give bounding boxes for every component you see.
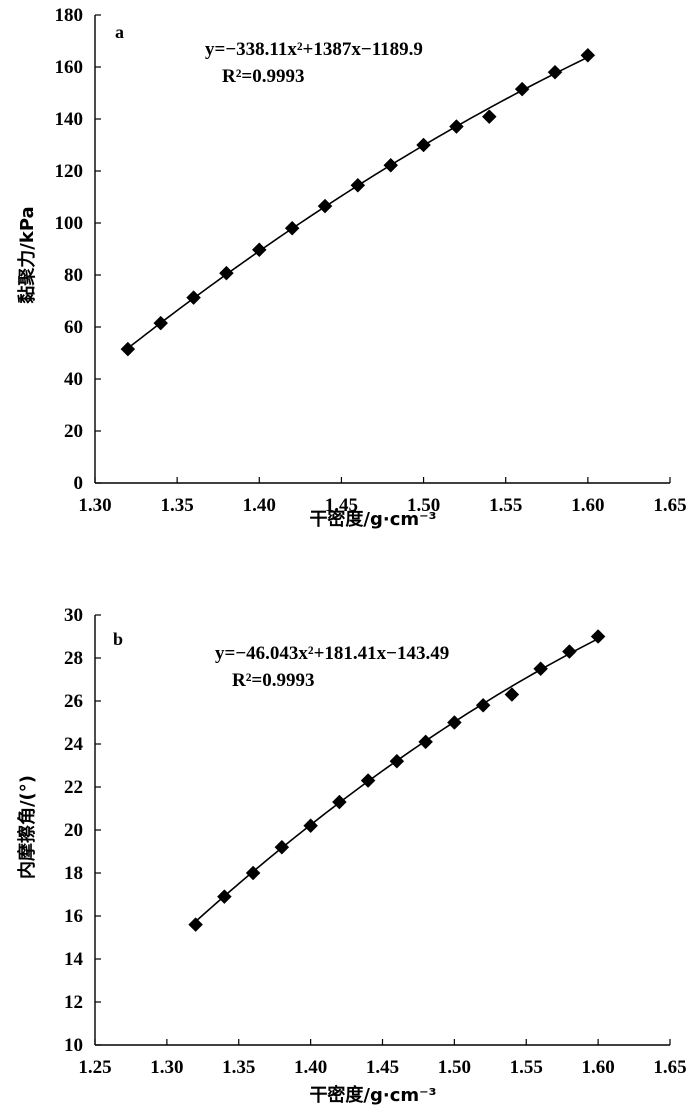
x-tick-label: 1.50: [407, 495, 440, 516]
x-tick-label: 1.25: [78, 1057, 111, 1078]
chart-cohesion: 黏聚力/kPa 干密度/g·cm⁻³ a y=−338.11x²+1387x−1…: [16, 5, 687, 530]
plot-area: 10 12 14 16 18 20 22 24 26 28 30 1.25 1.30 1.35 1.40 1.…: [64, 605, 687, 1078]
y-tick-label: 16: [64, 906, 83, 927]
data-point: [217, 889, 232, 905]
y-tick-label: 180: [55, 5, 84, 26]
data-point: [504, 687, 520, 702]
y-tick-label: 12: [64, 992, 83, 1013]
y-tick-label: 160: [55, 57, 84, 78]
data-point: [360, 773, 376, 788]
chart-friction-angle: 内摩擦角/(°) 干密度/g·cm⁻³ b y=−46.043x²+181.41…: [16, 605, 687, 1106]
data-point: [274, 839, 290, 855]
x-tick-label: 1.50: [438, 1057, 471, 1078]
data-point: [317, 198, 333, 214]
x-axis-title: 干密度/g·cm⁻³: [309, 508, 436, 530]
data-point: [389, 753, 405, 769]
data-point: [251, 242, 267, 258]
y-tick-label: 18: [64, 863, 83, 884]
data-point: [481, 109, 497, 125]
y-tick-label: 26: [64, 691, 83, 712]
x-tick-label: 1.40: [294, 1057, 327, 1078]
data-point: [418, 734, 433, 750]
x-tick-label: 1.55: [510, 1057, 543, 1078]
data-point: [332, 794, 347, 810]
data-point: [514, 81, 530, 97]
data-point: [547, 64, 563, 80]
data-point: [533, 661, 548, 677]
y-tick-label: 0: [74, 473, 84, 494]
x-tick-label: 1.35: [161, 495, 194, 516]
data-point: [350, 177, 366, 193]
y-axis-title: 黏聚力/kPa: [16, 206, 38, 303]
x-tick-label: 1.60: [571, 495, 604, 516]
x-tick-label: 1.35: [222, 1057, 255, 1078]
data-point: [188, 917, 203, 932]
y-axis-title: 内摩擦角/(°): [16, 775, 38, 879]
y-tick-label: 14: [64, 949, 84, 970]
x-tick-label: 1.30: [150, 1057, 183, 1078]
data-point: [245, 865, 261, 881]
data-point: [284, 220, 300, 236]
y-tick-label: 40: [64, 369, 83, 390]
y-tick-label: 60: [64, 317, 83, 338]
x-tick-label: 1.30: [78, 495, 111, 516]
r-squared-label: R²=0.9993: [222, 66, 305, 87]
data-point: [219, 265, 234, 281]
data-point: [303, 818, 318, 834]
panel-label: b: [113, 629, 123, 649]
y-axis-title-group: 黏聚力/kPa: [16, 206, 38, 303]
y-tick-label: 10: [64, 1035, 83, 1056]
data-point: [562, 644, 577, 659]
data-point: [580, 47, 596, 63]
data-point: [447, 715, 462, 730]
data-point: [416, 137, 431, 153]
y-tick-label: 20: [64, 421, 83, 442]
y-tick-label: 120: [55, 161, 84, 182]
y-axis-title-group: 内摩擦角/(°): [16, 775, 38, 879]
y-tick-label: 22: [64, 777, 83, 798]
x-tick-label: 1.40: [243, 495, 276, 516]
x-tick-label: 1.60: [582, 1057, 615, 1078]
y-tick-label: 30: [64, 605, 83, 626]
fit-equation: y=−338.11x²+1387x−1189.9: [205, 39, 423, 60]
y-tick-label: 24: [64, 734, 84, 755]
x-tick-label: 1.45: [325, 495, 358, 516]
data-point: [186, 290, 201, 305]
y-tick-label: 140: [55, 109, 84, 130]
fit-curve: [127, 56, 589, 349]
x-axis-title: 干密度/g·cm⁻³: [309, 1084, 436, 1106]
plot-area: 0 20 40 60 80 100 120 140 160 180 1.30 1.35 1.40 1.45…: [55, 5, 687, 516]
panel-label: a: [115, 22, 124, 42]
y-tick-label: 20: [64, 820, 83, 841]
data-point: [120, 341, 136, 357]
y-tick-label: 100: [55, 213, 84, 234]
data-point: [153, 315, 169, 331]
x-tick-label: 1.55: [489, 495, 522, 516]
r-squared-label: R²=0.9993: [232, 670, 315, 691]
x-tick-label: 1.45: [366, 1057, 399, 1078]
data-point: [590, 629, 606, 644]
x-tick-label: 1.65: [653, 495, 686, 516]
fit-equation: y=−46.043x²+181.41x−143.49: [215, 643, 449, 664]
y-tick-label: 28: [64, 648, 83, 669]
data-point: [449, 119, 464, 134]
y-tick-label: 80: [64, 265, 83, 286]
x-tick-label: 1.65: [653, 1057, 686, 1078]
data-point: [383, 157, 399, 173]
data-point: [475, 697, 491, 713]
